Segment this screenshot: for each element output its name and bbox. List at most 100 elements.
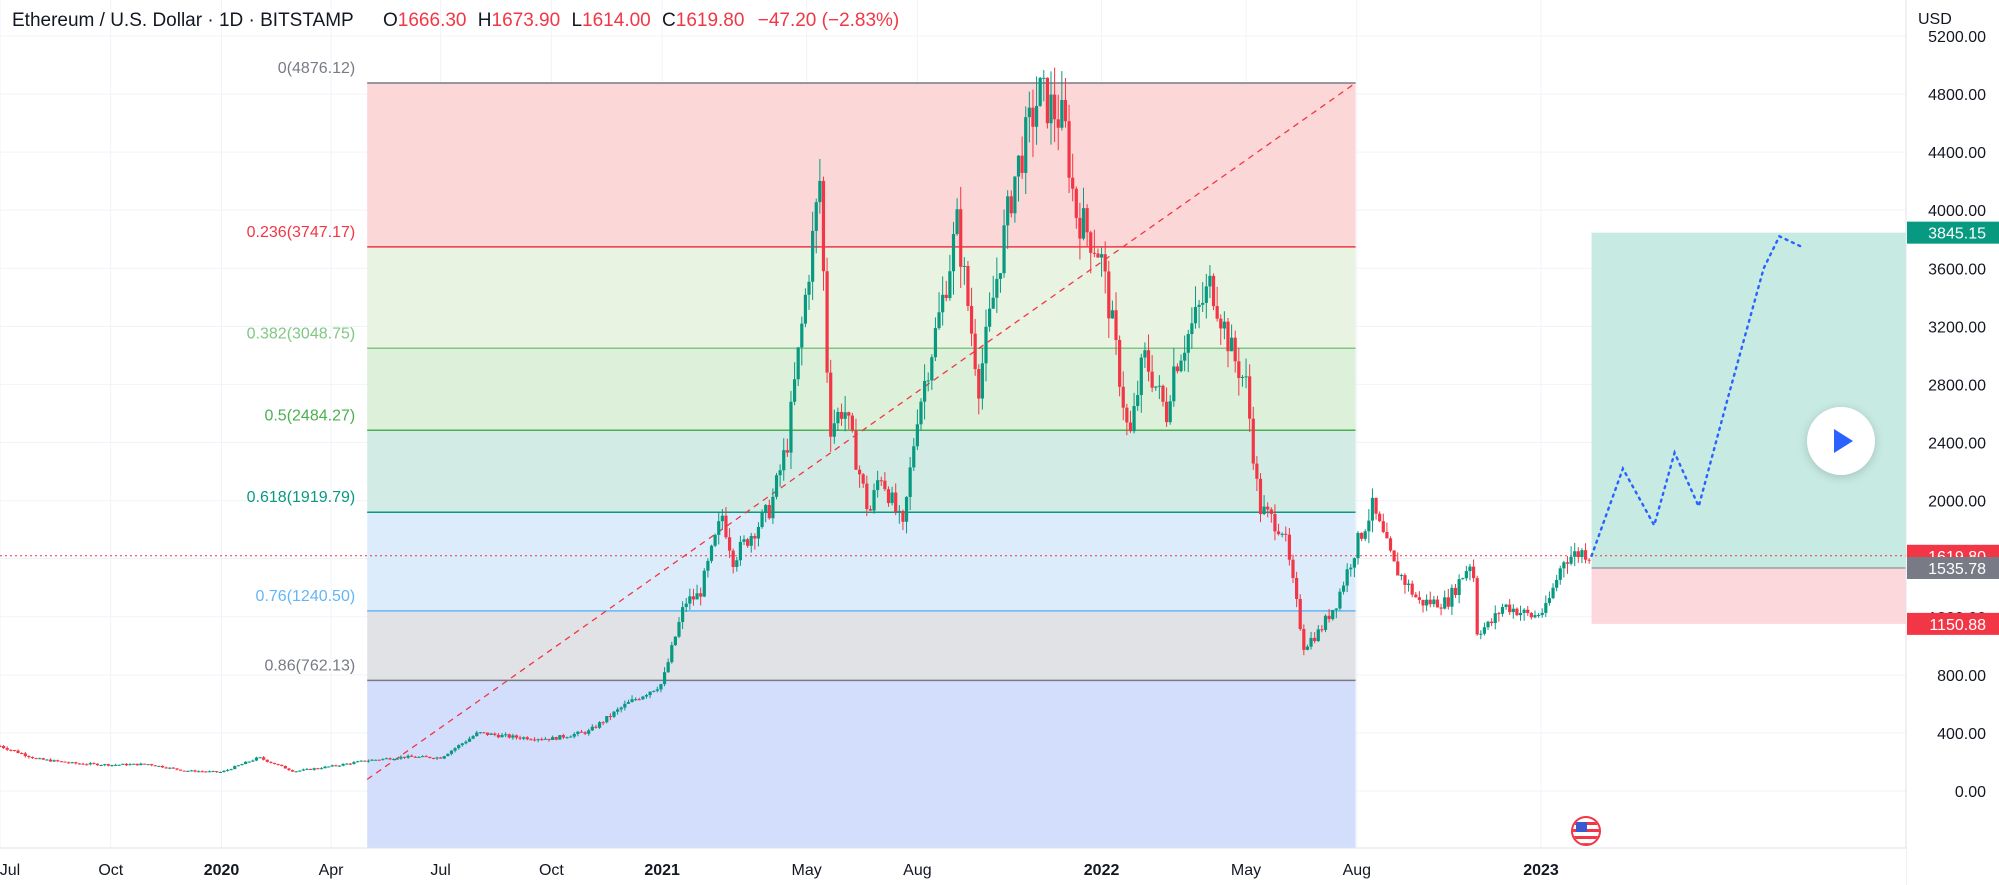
candle-body xyxy=(85,764,89,766)
candle-body xyxy=(146,764,150,766)
candle-body xyxy=(1443,597,1447,609)
candle-body xyxy=(857,469,862,475)
price-axis[interactable]: USD0.00400.00800.001200.001600.002000.00… xyxy=(1905,0,1999,885)
price-label[interactable]: 3845.15 xyxy=(1928,226,1986,243)
candle-body xyxy=(139,763,143,766)
candle-body xyxy=(634,699,638,701)
candle-body xyxy=(1461,578,1465,580)
time-tick-label: Jul xyxy=(0,862,20,879)
candle-body xyxy=(735,560,739,567)
candle-body xyxy=(34,758,38,760)
candle-body xyxy=(110,764,114,766)
candle-body xyxy=(500,734,504,738)
candle-body xyxy=(1258,478,1263,515)
candle-body xyxy=(865,483,869,510)
candle-body xyxy=(428,756,432,759)
projection-path[interactable] xyxy=(1590,234,1803,557)
candle-body xyxy=(20,753,24,755)
candle-body xyxy=(1450,587,1454,607)
candle-body xyxy=(1345,569,1349,586)
candle-body xyxy=(272,762,277,765)
candle-body xyxy=(886,489,891,504)
candle-body xyxy=(558,735,562,740)
fib-level-label: 0.86(762.13) xyxy=(264,657,355,674)
candle-body xyxy=(991,297,995,309)
candle-body xyxy=(1403,575,1407,585)
price-tick-label: 3600.00 xyxy=(1928,261,1986,278)
candle-body xyxy=(782,450,786,471)
candle-body xyxy=(550,737,555,741)
candle-body xyxy=(648,691,652,696)
candle-body xyxy=(27,756,31,758)
candle-body xyxy=(1309,637,1313,647)
candle-body xyxy=(540,739,544,741)
candle-body xyxy=(915,424,919,447)
candle-body xyxy=(933,328,938,358)
candle-body xyxy=(919,401,923,425)
candle-body xyxy=(269,761,273,763)
play-button[interactable] xyxy=(1807,407,1875,475)
fib-trend-line[interactable] xyxy=(366,82,1356,780)
candle-body xyxy=(485,732,490,735)
candle-body xyxy=(969,305,974,334)
candle-body xyxy=(1237,361,1241,378)
candle-body xyxy=(504,734,508,736)
candle-body xyxy=(655,689,659,691)
fib-zone-0.86 xyxy=(367,610,1356,681)
time-tick-label: 2020 xyxy=(204,862,240,879)
candle-body xyxy=(124,763,129,766)
time-tick-label: 2022 xyxy=(1084,862,1120,879)
candle-body xyxy=(48,759,53,762)
candle-body xyxy=(1092,252,1096,254)
candle-body xyxy=(182,770,186,772)
open-label: O xyxy=(383,10,398,31)
candle-body xyxy=(1255,463,1259,479)
candle-body xyxy=(1139,357,1143,396)
candle-body xyxy=(792,379,797,402)
candle-body xyxy=(536,739,540,741)
us-flag-icon[interactable] xyxy=(1571,816,1601,846)
candle-body xyxy=(305,768,309,770)
candle-body xyxy=(439,757,443,759)
candle-body xyxy=(103,764,107,766)
candle-body xyxy=(1074,188,1078,218)
long-position-tool[interactable] xyxy=(0,232,1942,624)
candle-body xyxy=(1053,94,1057,120)
candle-body xyxy=(948,271,952,299)
candle-body xyxy=(298,770,302,772)
open-value: 1666.30 xyxy=(397,10,467,31)
candle-body xyxy=(1435,599,1440,608)
candle-body xyxy=(904,496,909,522)
symbol-title[interactable]: Ethereum / U.S. Dollar · 1D · BITSTAMP xyxy=(12,10,354,31)
candle-body xyxy=(616,709,620,712)
time-tick-label: Aug xyxy=(903,862,931,879)
time-axis[interactable]: Jul Oct 2020 Apr Jul Oct 2021 May Aug 2022 May Aug 2… xyxy=(0,847,1906,885)
candle-body xyxy=(1370,497,1375,521)
candle-body xyxy=(1175,366,1180,372)
candle-body xyxy=(601,722,605,724)
fib-retracement[interactable]: 0(4876.12) 0.236(3747.17) 0.382(3048.75) 0.… xyxy=(247,60,1356,848)
candle-body xyxy=(168,767,172,769)
candle-body xyxy=(160,765,165,768)
candle-body xyxy=(377,759,381,761)
candle-body xyxy=(1045,77,1049,124)
candle-body xyxy=(1295,577,1299,599)
price-tick-label: 4800.00 xyxy=(1928,87,1986,104)
candle-body xyxy=(276,764,280,766)
candle-body xyxy=(1399,575,1403,577)
projection-dotted-path[interactable] xyxy=(1590,234,1803,557)
price-label[interactable]: 1535.78 xyxy=(1928,561,1986,578)
candle-body xyxy=(847,412,851,416)
candle-body xyxy=(1031,107,1035,127)
fib-level-label: 0.382(3048.75) xyxy=(247,325,356,342)
candle-body xyxy=(1349,567,1353,570)
candle-body xyxy=(590,726,594,731)
price-label[interactable]: 1150.88 xyxy=(1929,617,1986,634)
candle-body xyxy=(467,738,472,742)
position-loss-zone[interactable] xyxy=(1591,567,1942,624)
position-profit-zone[interactable] xyxy=(1591,232,1942,568)
candle-body xyxy=(52,760,56,762)
candle-body xyxy=(1240,376,1245,378)
candle-body xyxy=(1121,386,1125,408)
